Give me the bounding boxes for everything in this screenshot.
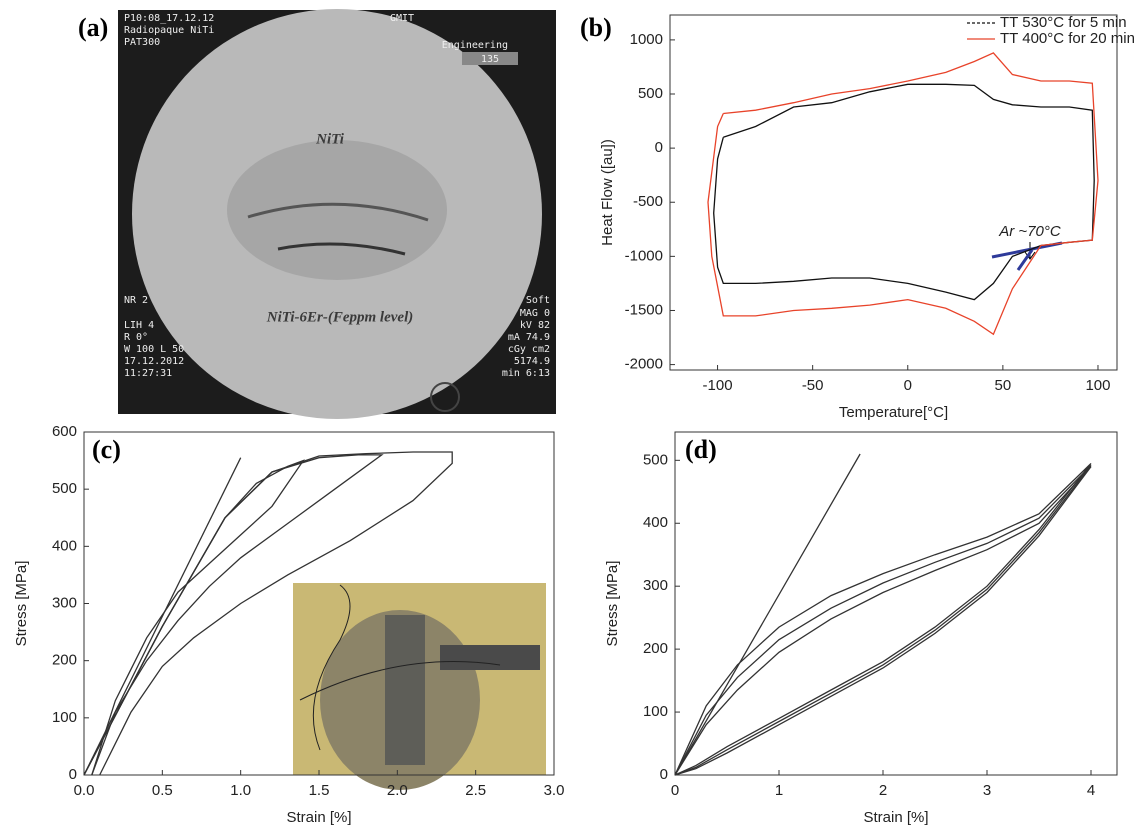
sample-label: NiTi: [315, 131, 345, 147]
x-tick-label: 2: [879, 782, 887, 799]
y-axis-title: Heat Flow ([au]): [599, 139, 616, 246]
x-tick-label: 0: [904, 377, 912, 394]
y-tick-label: 600: [52, 423, 77, 440]
data-line: [83, 451, 453, 776]
overlay-text: 11:27:31: [124, 368, 172, 379]
overlay-text: kV 82: [520, 320, 550, 331]
overlay-text: NR 2: [124, 295, 148, 306]
y-tick-label: 200: [52, 652, 77, 669]
x-tick-label: 1.5: [309, 782, 330, 799]
x-axis-title: Strain [%]: [286, 809, 351, 826]
panel-label: (a): [78, 13, 108, 42]
wire: [277, 242, 406, 256]
wire: [247, 202, 429, 222]
y-tick-label: -1000: [625, 247, 663, 264]
overlay-text: 5174.9: [514, 356, 550, 367]
x-tick-label: 1: [775, 782, 783, 799]
y-tick-label: 400: [643, 514, 668, 531]
logo: [430, 382, 460, 412]
legend-label: TT 400°C for 20 min: [1000, 30, 1135, 47]
overlay-text: cGy cm2: [508, 344, 550, 355]
data-line: [713, 83, 1095, 301]
inset-object: [385, 615, 425, 765]
y-tick-label: 0: [69, 766, 77, 783]
x-tick-label: -50: [802, 377, 824, 394]
tangent-line: [991, 241, 1063, 271]
y-tick-label: 0: [660, 766, 668, 783]
x-axis-title: Temperature[°C]: [839, 404, 948, 421]
x-tick-label: 100: [1085, 377, 1110, 394]
y-tick-label: 500: [52, 480, 77, 497]
data-line: [707, 52, 1099, 336]
data-line: [674, 453, 861, 776]
y-axis-title: Stress [MPa]: [13, 561, 30, 647]
x-axis-title: Strain [%]: [863, 809, 928, 826]
overlay-text: PAT300: [124, 37, 160, 48]
overlay-text: MAG 0: [520, 308, 550, 319]
plot-frame: [674, 431, 1118, 776]
overlay-text: W 100 L 50: [124, 344, 184, 355]
inset-wire: [299, 584, 501, 751]
x-tick-label: 0.0: [74, 782, 95, 799]
plot-frame: [669, 14, 1118, 371]
data-line: [83, 457, 242, 776]
y-tick-label: 500: [643, 451, 668, 468]
y-tick-label: 400: [52, 537, 77, 554]
overlay-text: R 0°: [124, 332, 148, 343]
y-tick-label: 200: [643, 640, 668, 657]
overlay-text: mA 74.9: [508, 332, 550, 343]
overlay-text: 17.12.2012: [124, 356, 184, 367]
y-tick-label: 100: [643, 703, 668, 720]
y-tick-label: 300: [52, 594, 77, 611]
overlay-text: GMIT: [390, 13, 414, 24]
y-tick-label: -1500: [625, 301, 663, 318]
overlay-text: min 6:13: [502, 368, 550, 379]
inset-object: [440, 645, 540, 670]
data-line: [674, 463, 1092, 776]
panel-label: (c): [92, 435, 121, 464]
y-tick-label: 100: [52, 709, 77, 726]
panel-label: (d): [685, 435, 717, 464]
overlay-text: LIH 4: [124, 320, 154, 331]
y-tick-label: -500: [633, 193, 663, 210]
panel-label: (b): [580, 13, 612, 42]
x-tick-label: 4: [1087, 782, 1095, 799]
legend-label: TT 530°C for 5 min: [1000, 14, 1127, 31]
y-tick-label: 500: [638, 85, 663, 102]
y-tick-label: 1000: [630, 31, 663, 48]
x-tick-label: 50: [995, 377, 1012, 394]
data-line: [674, 464, 1092, 776]
x-tick-label: 2.0: [387, 782, 408, 799]
x-tick-label: 3: [983, 782, 991, 799]
overlay-text: Radiopaque NiTi: [124, 25, 214, 36]
sample-label: NiTi-6Er-(Feppm level): [266, 309, 413, 325]
y-tick-label: -2000: [625, 356, 663, 373]
data-line: [674, 466, 1092, 776]
data-line: [83, 459, 305, 776]
annotation: Ar ~70°C: [998, 223, 1061, 240]
overlay-text: Engineering: [442, 40, 508, 51]
x-tick-label: 2.5: [465, 782, 486, 799]
y-tick-label: 0: [655, 139, 663, 156]
x-tick-label: 0: [671, 782, 679, 799]
xray-shadow: [227, 140, 447, 280]
overlay-text: P10:08_17.12.12: [124, 13, 214, 24]
y-tick-label: 300: [643, 577, 668, 594]
overlay-text: Soft: [526, 295, 550, 306]
x-tick-label: 0.5: [152, 782, 173, 799]
y-axis-title: Stress [MPa]: [604, 561, 621, 647]
overlay-text: 135: [481, 54, 499, 65]
x-tick-label: 1.0: [230, 782, 251, 799]
x-tick-label: 3.0: [544, 782, 565, 799]
label-box: [462, 52, 518, 65]
x-tick-label: -100: [703, 377, 733, 394]
